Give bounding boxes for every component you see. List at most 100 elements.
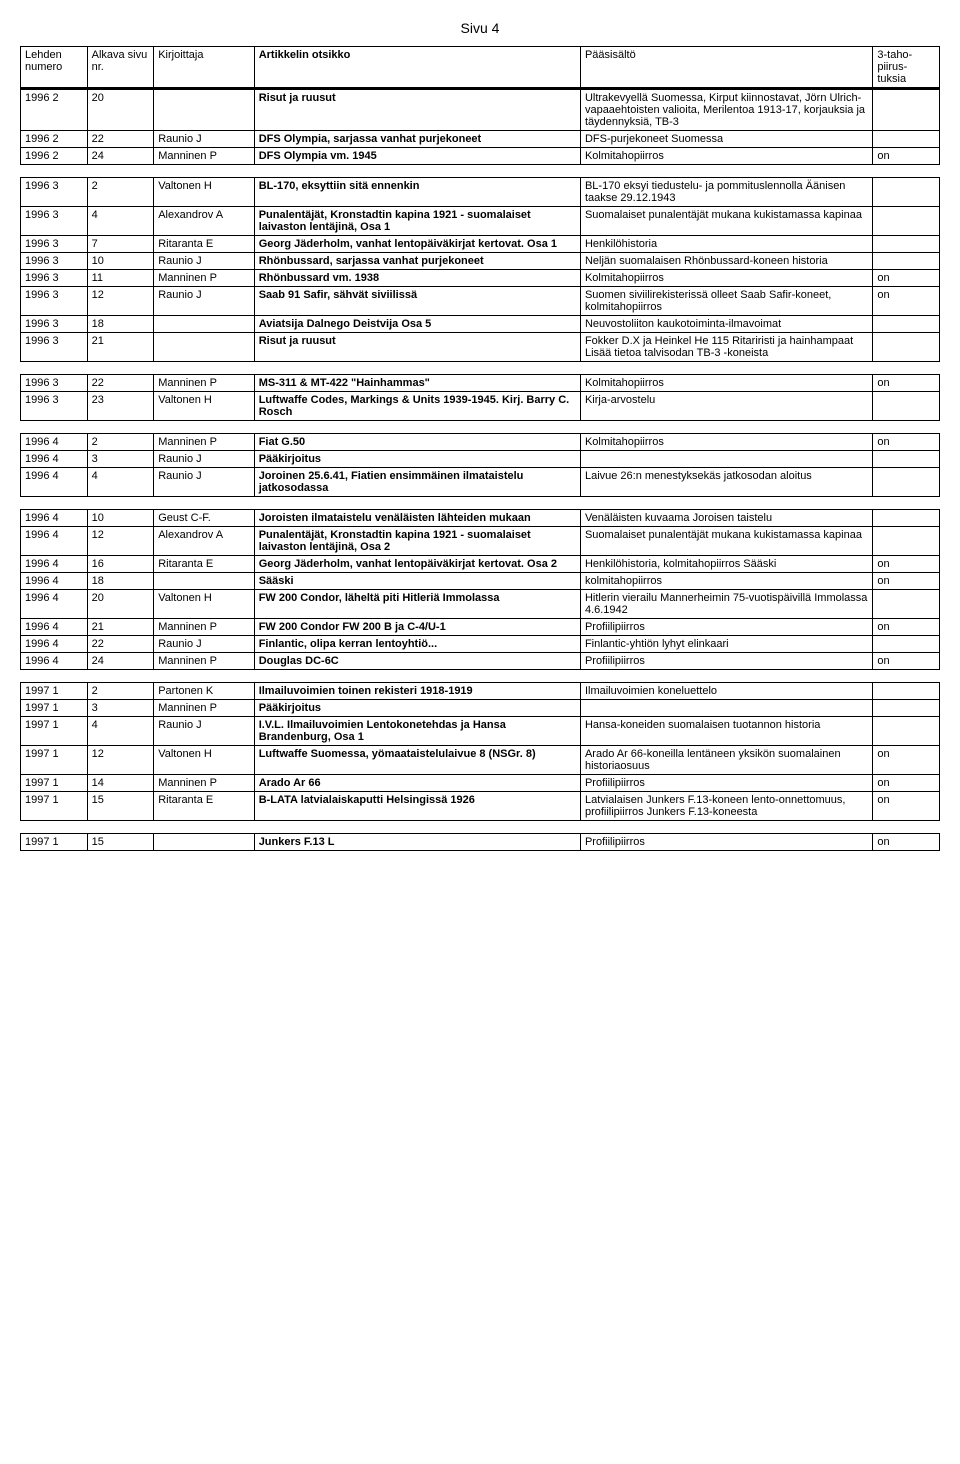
cell-taho: on bbox=[873, 287, 940, 316]
col-header-alkava: Alkava sivu nr. bbox=[87, 47, 154, 89]
cell-lehden: 1996 4 bbox=[21, 510, 88, 527]
cell-alkava: 18 bbox=[87, 573, 154, 590]
cell-otsikko: DFS Olympia, sarjassa vanhat purjekoneet bbox=[254, 131, 580, 148]
cell-kirj: Raunio J bbox=[154, 287, 254, 316]
cell-otsikko: Luftwaffe Codes, Markings & Units 1939-1… bbox=[254, 392, 580, 421]
cell-taho bbox=[873, 392, 940, 421]
cell-taho bbox=[873, 590, 940, 619]
cell-lehden: 1996 4 bbox=[21, 527, 88, 556]
cell-lehden: 1996 4 bbox=[21, 573, 88, 590]
table-row: 1996 418Sääskikolmitahopiirroson bbox=[21, 573, 940, 590]
cell-taho: on bbox=[873, 653, 940, 670]
cell-kirj: Raunio J bbox=[154, 468, 254, 497]
data-table: 1996 410Geust C-F.Joroisten ilmataistelu… bbox=[20, 509, 940, 670]
cell-kirj: Ritaranta E bbox=[154, 236, 254, 253]
cell-taho: on bbox=[873, 834, 940, 851]
col-header-lehden: Lehden numero bbox=[21, 47, 88, 89]
cell-kirj: Partonen K bbox=[154, 683, 254, 700]
cell-alkava: 22 bbox=[87, 636, 154, 653]
table-row: 1996 34Alexandrov APunalentäjät, Kronsta… bbox=[21, 207, 940, 236]
cell-otsikko: Pääkirjoitus bbox=[254, 700, 580, 717]
cell-paa: Arado Ar 66-koneilla lentäneen yksikön s… bbox=[580, 746, 872, 775]
cell-paa: Hansa-koneiden suomalaisen tuotannon his… bbox=[580, 717, 872, 746]
table-row: 1996 322Manninen PMS-311 & MT-422 "Hainh… bbox=[21, 375, 940, 392]
cell-lehden: 1996 4 bbox=[21, 434, 88, 451]
cell-paa bbox=[580, 700, 872, 717]
table-row: 1996 310Raunio JRhönbussard, sarjassa va… bbox=[21, 253, 940, 270]
page-title: Sivu 4 bbox=[20, 20, 940, 36]
cell-alkava: 21 bbox=[87, 619, 154, 636]
cell-alkava: 2 bbox=[87, 178, 154, 207]
cell-kirj bbox=[154, 333, 254, 362]
cell-kirj: Manninen P bbox=[154, 700, 254, 717]
cell-taho: on bbox=[873, 792, 940, 821]
cell-otsikko: Rhönbussard vm. 1938 bbox=[254, 270, 580, 287]
cell-taho bbox=[873, 451, 940, 468]
cell-paa: DFS-purjekoneet Suomessa bbox=[580, 131, 872, 148]
cell-paa: Neljän suomalaisen Rhönbussard-koneen hi… bbox=[580, 253, 872, 270]
cell-taho bbox=[873, 527, 940, 556]
cell-otsikko: Joroisten ilmataistelu venäläisten lähte… bbox=[254, 510, 580, 527]
cell-alkava: 10 bbox=[87, 253, 154, 270]
cell-alkava: 16 bbox=[87, 556, 154, 573]
cell-alkava: 12 bbox=[87, 287, 154, 316]
cell-taho: on bbox=[873, 148, 940, 165]
cell-paa: Profiilipiirros bbox=[580, 834, 872, 851]
data-table: 1997 12Partonen KIlmailuvoimien toinen r… bbox=[20, 682, 940, 821]
cell-kirj bbox=[154, 316, 254, 333]
cell-otsikko: I.V.L. Ilmailuvoimien Lentokonetehdas ja… bbox=[254, 717, 580, 746]
cell-paa: Fokker D.X ja Heinkel He 115 Ritariristi… bbox=[580, 333, 872, 362]
cell-alkava: 12 bbox=[87, 746, 154, 775]
cell-alkava: 11 bbox=[87, 270, 154, 287]
data-table: 1996 322Manninen PMS-311 & MT-422 "Hainh… bbox=[20, 374, 940, 421]
cell-lehden: 1996 3 bbox=[21, 287, 88, 316]
cell-paa: Kolmitahopiirros bbox=[580, 148, 872, 165]
cell-lehden: 1997 1 bbox=[21, 717, 88, 746]
cell-lehden: 1997 1 bbox=[21, 700, 88, 717]
cell-paa bbox=[580, 451, 872, 468]
cell-lehden: 1997 1 bbox=[21, 683, 88, 700]
cell-otsikko: Ilmailuvoimien toinen rekisteri 1918-191… bbox=[254, 683, 580, 700]
table-row: 1996 318Aviatsija Dalnego Deistvija Osa … bbox=[21, 316, 940, 333]
cell-taho bbox=[873, 717, 940, 746]
table-row: 1997 114Manninen PArado Ar 66Profiilipii… bbox=[21, 775, 940, 792]
cell-kirj: Raunio J bbox=[154, 636, 254, 653]
cell-otsikko: BL-170, eksyttiin sitä ennenkin bbox=[254, 178, 580, 207]
cell-taho bbox=[873, 510, 940, 527]
cell-kirj bbox=[154, 90, 254, 131]
cell-lehden: 1997 1 bbox=[21, 792, 88, 821]
cell-taho bbox=[873, 253, 940, 270]
cell-lehden: 1996 3 bbox=[21, 253, 88, 270]
cell-paa: BL-170 eksyi tiedustelu- ja pommituslenn… bbox=[580, 178, 872, 207]
cell-otsikko: Luftwaffe Suomessa, yömaataistelulaivue … bbox=[254, 746, 580, 775]
cell-alkava: 21 bbox=[87, 333, 154, 362]
cell-taho bbox=[873, 178, 940, 207]
table-row: 1996 412Alexandrov APunalentäjät, Kronst… bbox=[21, 527, 940, 556]
data-table: 1997 115Junkers F.13 LProfiilipiirroson bbox=[20, 833, 940, 851]
cell-kirj: Manninen P bbox=[154, 775, 254, 792]
table-row: 1996 220Risut ja ruusutUltrakevyellä Suo… bbox=[21, 90, 940, 131]
cell-alkava: 20 bbox=[87, 90, 154, 131]
cell-lehden: 1996 4 bbox=[21, 590, 88, 619]
cell-lehden: 1996 4 bbox=[21, 468, 88, 497]
cell-lehden: 1996 4 bbox=[21, 451, 88, 468]
cell-kirj: Valtonen H bbox=[154, 178, 254, 207]
cell-taho bbox=[873, 700, 940, 717]
cell-taho: on bbox=[873, 556, 940, 573]
table-row: 1996 311Manninen PRhönbussard vm. 1938Ko… bbox=[21, 270, 940, 287]
header-table: Lehden numero Alkava sivu nr. Kirjoittaj… bbox=[20, 46, 940, 89]
cell-kirj: Manninen P bbox=[154, 619, 254, 636]
table-row: 1996 42Manninen PFiat G.50Kolmitahopiirr… bbox=[21, 434, 940, 451]
cell-alkava: 12 bbox=[87, 527, 154, 556]
cell-kirj: Valtonen H bbox=[154, 590, 254, 619]
cell-otsikko: Punalentäjät, Kronstadtin kapina 1921 - … bbox=[254, 207, 580, 236]
cell-paa: Kolmitahopiirros bbox=[580, 375, 872, 392]
cell-paa: Henkilöhistoria bbox=[580, 236, 872, 253]
cell-otsikko: FW 200 Condor, läheltä piti Hitleriä Imm… bbox=[254, 590, 580, 619]
cell-taho: on bbox=[873, 746, 940, 775]
col-header-taho: 3-taho-piirus-tuksia bbox=[873, 47, 940, 89]
cell-kirj: Manninen P bbox=[154, 653, 254, 670]
cell-alkava: 4 bbox=[87, 717, 154, 746]
cell-taho: on bbox=[873, 270, 940, 287]
cell-paa: Hitlerin vierailu Mannerheimin 75-vuotis… bbox=[580, 590, 872, 619]
